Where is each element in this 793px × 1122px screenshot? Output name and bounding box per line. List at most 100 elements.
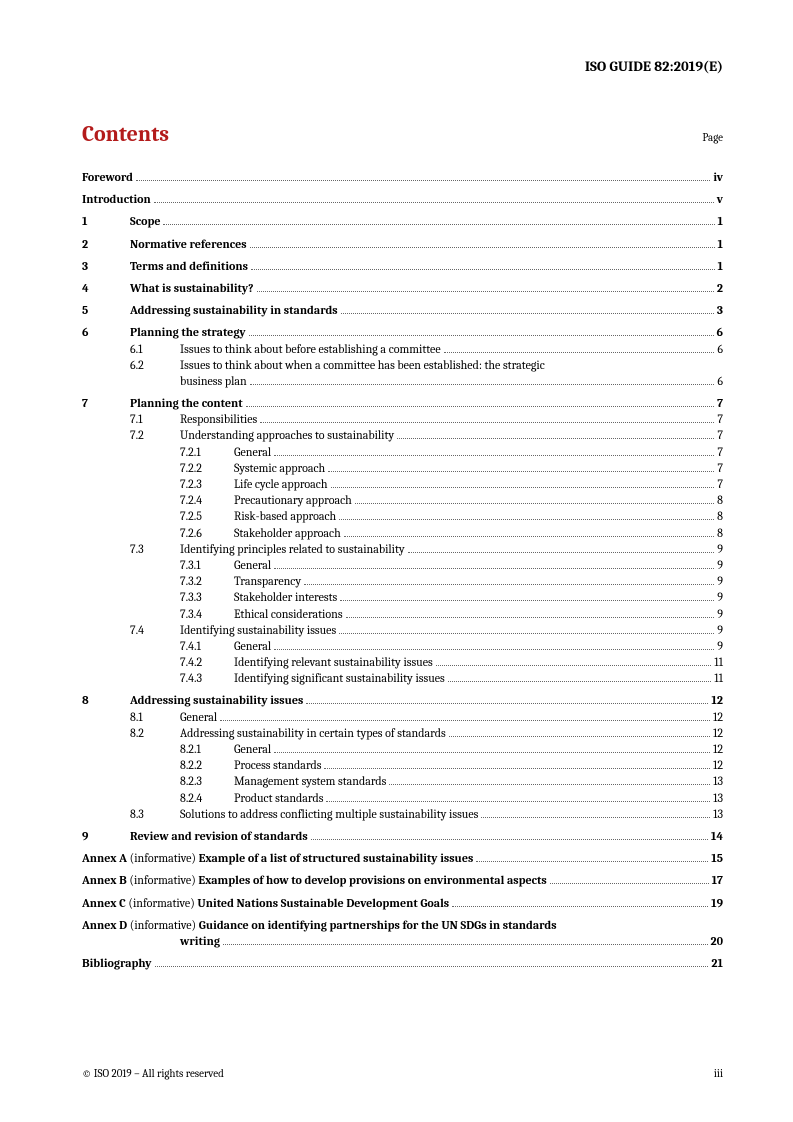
toc-row[interactable]: 7.4Identifying sustainability issues9 (82, 622, 723, 638)
toc-row[interactable]: 7.2.2Systemic approach7 (82, 460, 723, 476)
toc-row[interactable]: 7.4.1General9 (82, 638, 723, 654)
toc-number: 7.3.1 (180, 557, 234, 573)
toc-row[interactable]: 8.2.3Management system standards13 (82, 773, 723, 789)
toc-row[interactable]: 8.3Solutions to address conflicting mult… (82, 806, 723, 822)
toc-row[interactable]: Annex A (informative) Example of a list … (82, 850, 723, 866)
toc-row[interactable]: 9Review and revision of standards14 (82, 828, 723, 844)
toc-number: 7.2.6 (180, 525, 234, 541)
toc-row[interactable]: 6Planning the strategy6 (82, 324, 723, 340)
dot-leader (452, 906, 708, 907)
toc-row[interactable]: 7.2.5Risk-based approach8 (82, 508, 723, 524)
toc-row[interactable]: 7.2.6Stakeholder approach8 (82, 525, 723, 541)
toc-row[interactable]: 1Scope1 (82, 213, 723, 229)
toc-row[interactable]: 7.3.4Ethical considerations9 (82, 606, 723, 622)
toc-row[interactable]: Introductionv (82, 191, 723, 207)
dot-leader (324, 768, 710, 769)
toc-page: 6 (717, 341, 723, 357)
toc-page: 13 (713, 773, 723, 789)
dot-leader (304, 584, 714, 585)
toc-row[interactable]: 3Terms and definitions1 (82, 258, 723, 274)
dot-leader (257, 291, 714, 292)
toc-page: 7 (717, 476, 723, 492)
dot-leader (274, 455, 714, 456)
dot-leader (326, 801, 710, 802)
toc-number: 8.2 (130, 725, 180, 741)
toc-page: 9 (717, 606, 723, 622)
toc-row[interactable]: 5Addressing sustainability in standards3 (82, 302, 723, 318)
toc-row[interactable]: 7.2Understanding approaches to sustainab… (82, 427, 723, 443)
toc-row[interactable]: 8.2Addressing sustainability in certain … (82, 725, 723, 741)
toc-row[interactable]: 7.3.3Stakeholder interests9 (82, 589, 723, 605)
toc-page: 2 (717, 280, 723, 296)
toc-row[interactable]: 7.1Responsibilities7 (82, 411, 723, 427)
toc-row[interactable]: 7.2.1General7 (82, 444, 723, 460)
toc-row[interactable]: 7.2.4Precautionary approach8 (82, 492, 723, 508)
toc-page: 7 (717, 427, 723, 443)
toc-page: 9 (717, 557, 723, 573)
toc-title: Issues to think about before establishin… (180, 341, 441, 357)
toc-row[interactable]: Annex B (informative) Examples of how to… (82, 872, 723, 888)
toc-row-cont[interactable]: business plan6 (82, 373, 723, 389)
toc-page: 6 (717, 373, 723, 389)
toc-row[interactable]: 8.2.1General12 (82, 741, 723, 757)
dot-leader (339, 519, 714, 520)
toc-number: 7.2.2 (180, 460, 234, 476)
dot-leader (444, 352, 715, 353)
toc-row[interactable]: 8.1General12 (82, 709, 723, 725)
toc-number: 8.2.1 (180, 741, 234, 757)
toc-page: v (717, 191, 723, 207)
toc-row[interactable]: 2Normative references1 (82, 236, 723, 252)
toc-page: 7 (717, 411, 723, 427)
dot-leader (274, 752, 710, 753)
toc-title: Addressing sustainability issues (130, 692, 303, 708)
dot-leader (344, 536, 714, 537)
toc-title: Precautionary approach (234, 492, 352, 508)
toc-row[interactable]: 7.3Identifying principles related to sus… (82, 541, 723, 557)
toc-row[interactable]: Annex C (informative) United Nations Sus… (82, 895, 723, 911)
dot-leader (448, 681, 712, 682)
toc-row[interactable]: 6.2Issues to think about when a committe… (82, 357, 723, 373)
dot-leader (328, 471, 714, 472)
toc-row[interactable]: 8Addressing sustainability issues12 (82, 692, 723, 708)
toc-row[interactable]: Forewordiv (82, 169, 723, 185)
toc-number: 7.3 (130, 541, 180, 557)
toc-page: 1 (718, 213, 724, 229)
toc-row[interactable]: 6.1Issues to think about before establis… (82, 341, 723, 357)
toc-page: 12 (713, 741, 723, 757)
toc-number: 7.3.4 (180, 606, 234, 622)
toc-row[interactable]: 7Planning the content7 (82, 395, 723, 411)
toc-title: Foreword (82, 169, 133, 185)
toc-row-cont[interactable]: writing20 (82, 933, 723, 949)
toc-row[interactable]: 7.3.1General9 (82, 557, 723, 573)
toc-row[interactable]: 8.2.2Process standards12 (82, 757, 723, 773)
toc-number: 6 (82, 324, 130, 340)
toc-row[interactable]: 8.2.4Product standards13 (82, 790, 723, 806)
toc-number: 8.2.2 (180, 757, 234, 773)
toc-page: 20 (711, 933, 723, 949)
toc-number: 7.2.1 (180, 444, 234, 460)
toc-row[interactable]: Bibliography21 (82, 955, 723, 971)
dot-leader (136, 180, 710, 181)
dot-leader (246, 406, 714, 407)
toc-page: 14 (711, 828, 723, 844)
toc-row[interactable]: 7.3.2Transparency9 (82, 573, 723, 589)
dot-leader (154, 202, 714, 203)
toc-page: 9 (717, 638, 723, 654)
toc-number: 7.3.2 (180, 573, 234, 589)
dot-leader (274, 568, 714, 569)
toc-title: Solutions to address conflicting multipl… (180, 806, 478, 822)
toc-number: 8.2.4 (180, 790, 234, 806)
toc-page: 7 (717, 460, 723, 476)
toc-title: Planning the content (130, 395, 243, 411)
toc-page: 6 (717, 324, 723, 340)
toc-number: 7 (82, 395, 130, 411)
toc-row[interactable]: 7.2.3Life cycle approach7 (82, 476, 723, 492)
toc-title: Identifying significant sustainability i… (234, 670, 445, 686)
toc-row[interactable]: 4What is sustainability?2 (82, 280, 723, 296)
toc-row[interactable]: 7.4.3Identifying significant sustainabil… (82, 670, 723, 686)
toc-row[interactable]: Annex D (informative) Guidance on identi… (82, 917, 723, 933)
toc-title: General (234, 638, 271, 654)
dot-leader (476, 861, 708, 862)
toc-row[interactable]: 7.4.2Identifying relevant sustainability… (82, 654, 723, 670)
toc-page: 13 (713, 806, 723, 822)
